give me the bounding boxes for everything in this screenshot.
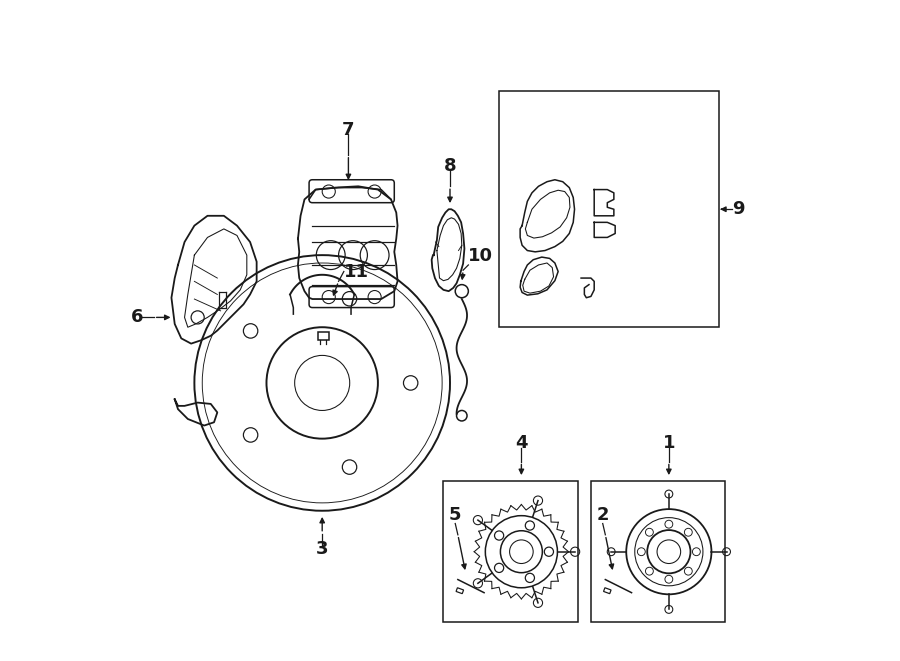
Text: 6: 6 (130, 309, 143, 327)
Text: 5: 5 (449, 506, 462, 524)
Text: 7: 7 (342, 121, 355, 139)
Bar (500, 91, 719, 327)
Text: 11: 11 (344, 262, 369, 280)
Bar (591, 481, 725, 622)
Text: 4: 4 (515, 434, 527, 451)
Text: 1: 1 (662, 434, 675, 451)
Bar (604, 588, 611, 594)
Bar (456, 588, 464, 594)
Bar (318, 332, 329, 340)
Bar (444, 481, 578, 622)
Text: 2: 2 (597, 506, 609, 524)
Text: 10: 10 (468, 247, 493, 265)
Text: 9: 9 (732, 200, 744, 218)
Text: 8: 8 (444, 157, 456, 175)
Text: 3: 3 (316, 540, 328, 559)
